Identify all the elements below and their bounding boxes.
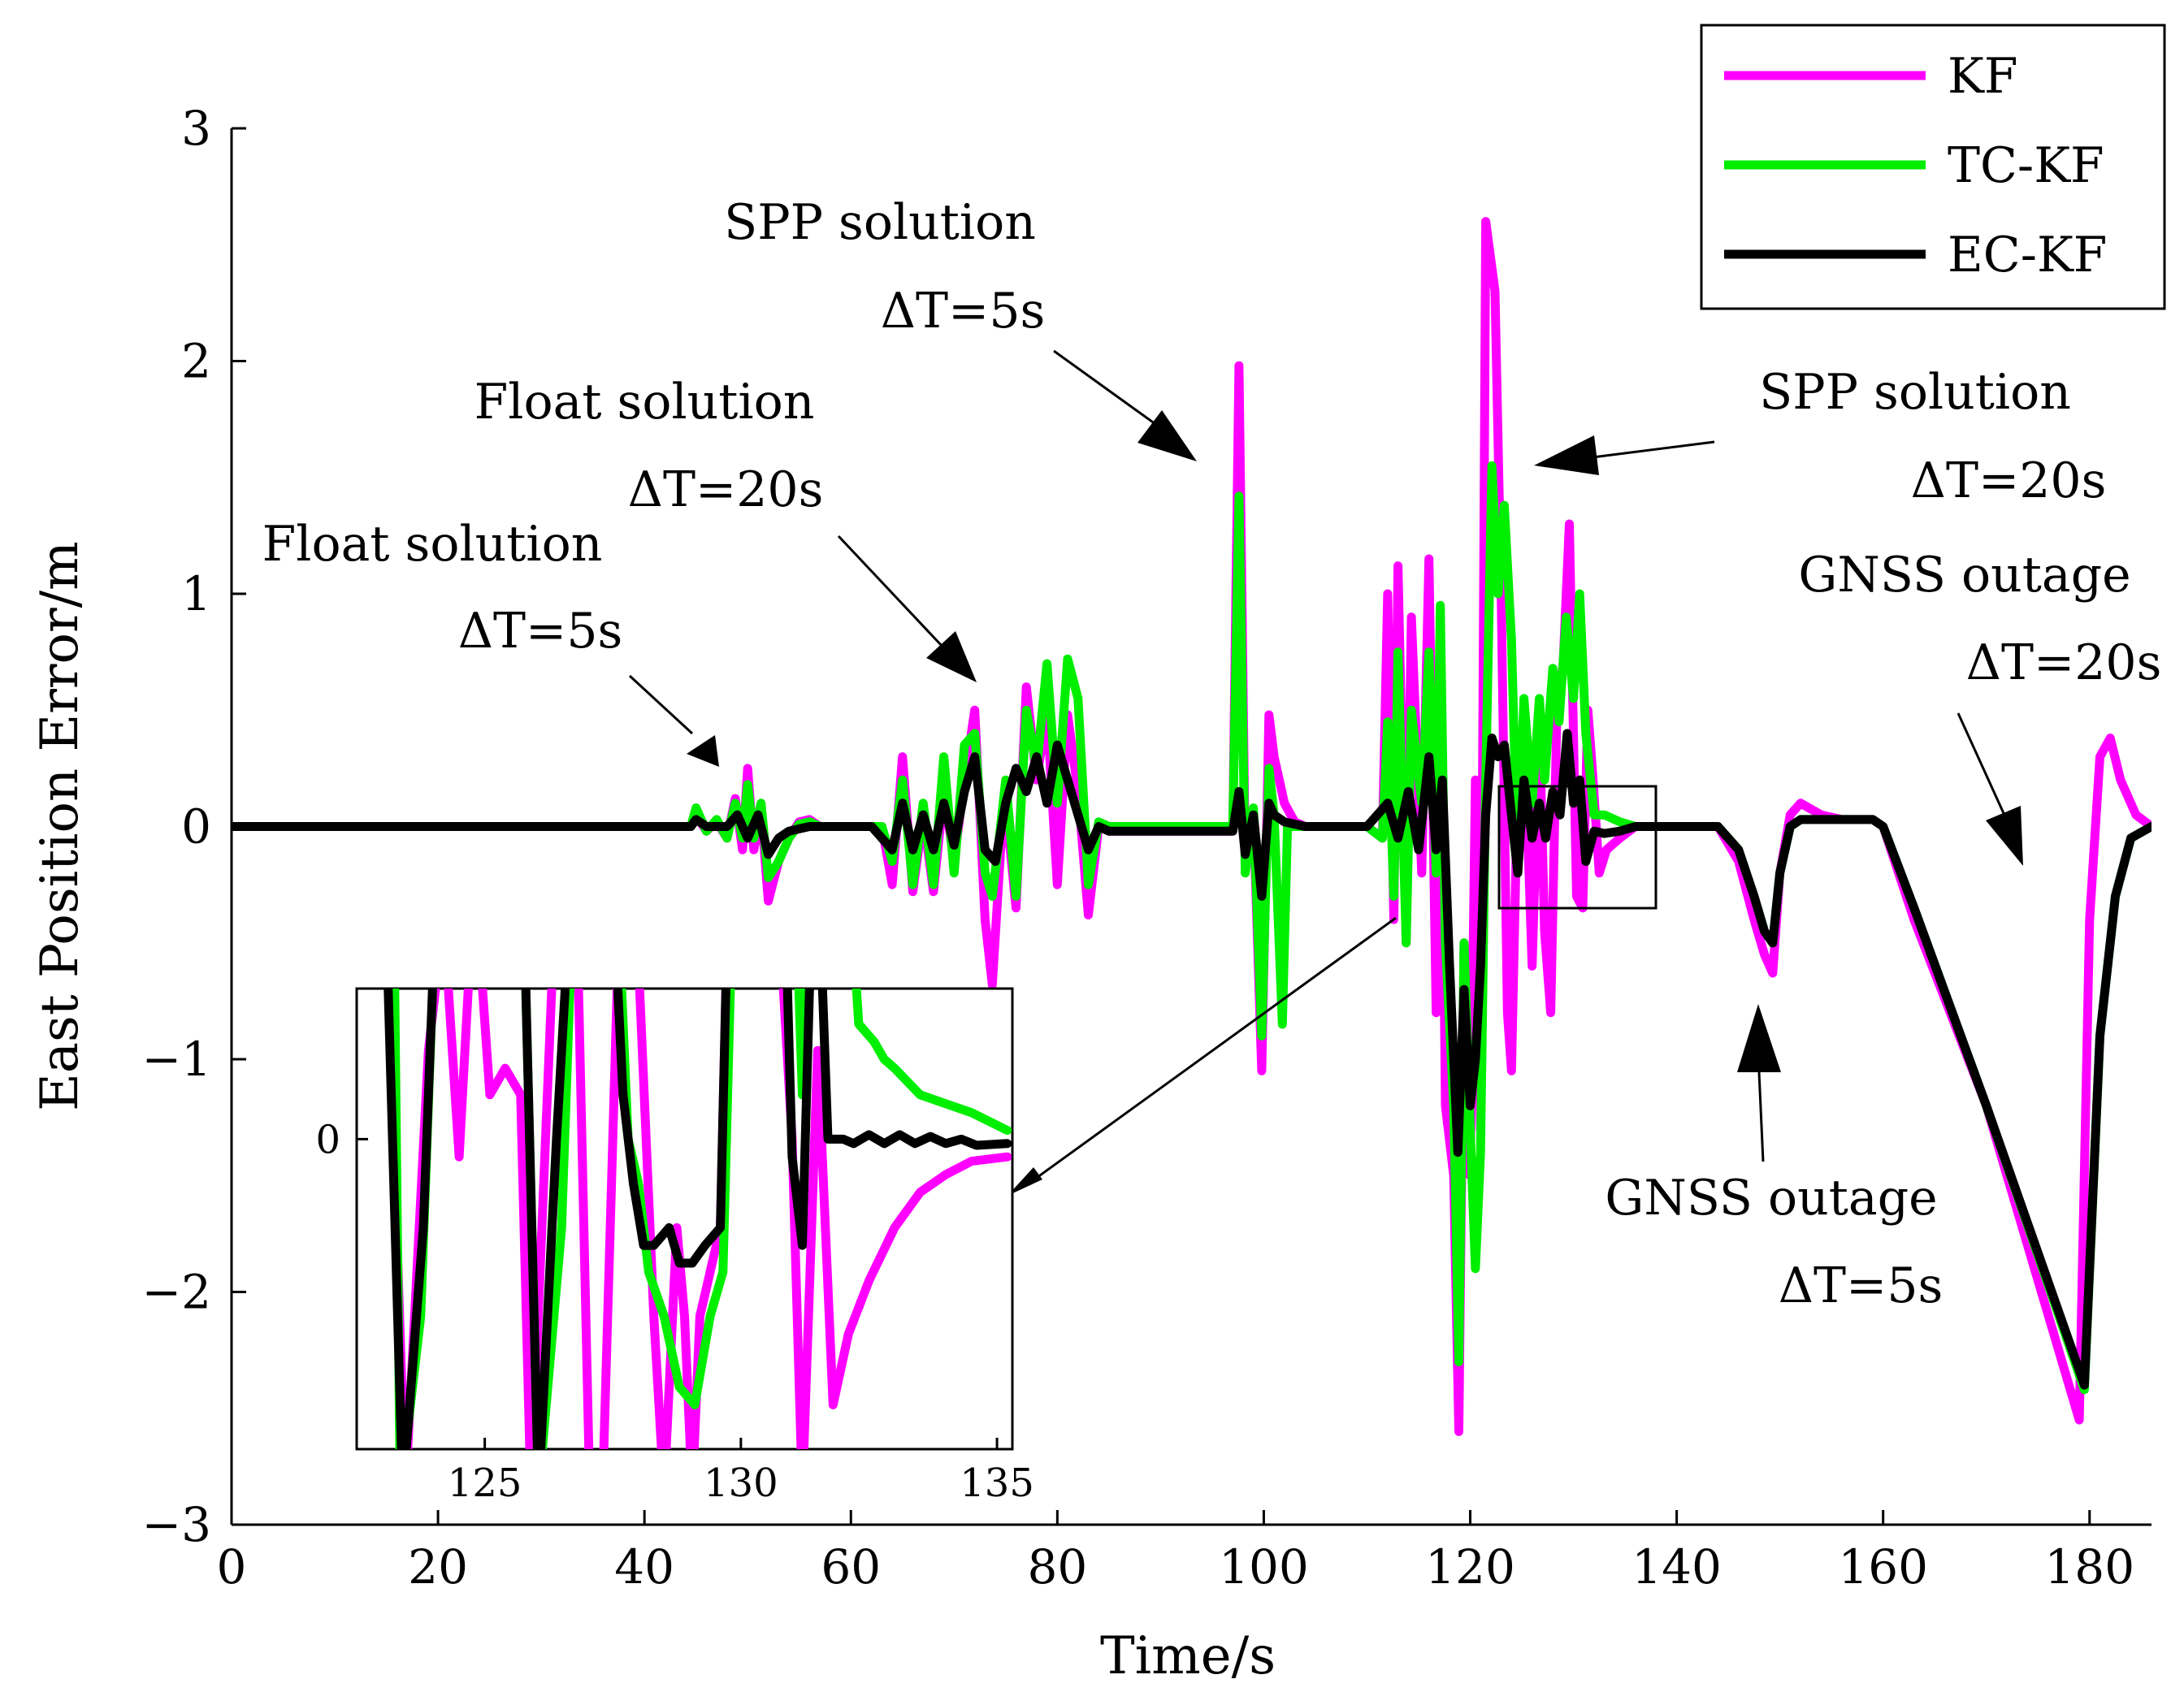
annotation-spp-20s-arrow-shaft (1592, 440, 1715, 459)
legend-items: KF TC-KF EC-KF (1724, 48, 2107, 283)
annotation-float-20s-line2: ΔT=20s (628, 461, 824, 518)
x-tick-label: 0 (217, 1539, 247, 1595)
annotation-outage-20s-arrowhead (1986, 806, 2023, 866)
y-tick-label: −3 (142, 1497, 212, 1552)
inset-series-line-tc-kf (390, 989, 1012, 1449)
annotation-outage-5s-line2: ΔT=5s (1779, 1257, 1944, 1314)
annotation-spp-20s: SPP solution ΔT=20s (1534, 364, 2106, 509)
zoom-connector (1025, 916, 1397, 1188)
annotation-float-5s-arrow-shaft (628, 674, 694, 735)
annotation-spp-5s: SPP solution ΔT=5s (724, 194, 1197, 461)
x-tick-label: 140 (1632, 1539, 1722, 1595)
y-tick-label: −2 (142, 1265, 212, 1320)
x-tick-label: 40 (614, 1539, 674, 1595)
y-tick-label: 1 (181, 566, 211, 621)
annotation-spp-5s-arrowhead (1138, 410, 1197, 461)
annotation-spp-20s-line1: SPP solution (1759, 364, 2071, 421)
inset-series-line-kf (384, 989, 1012, 1449)
annotation-outage-20s-arrow-shaft (1956, 712, 2008, 821)
annotations: Float solution ΔT=5s Float solution ΔT=2… (262, 194, 2162, 1314)
x-tick-label: 100 (1219, 1539, 1309, 1595)
inset-plot-area (384, 989, 1012, 1449)
y-tick-label: 2 (181, 334, 211, 389)
inset-series-line-ec-kf (384, 989, 1012, 1449)
annotation-outage-5s-line1: GNSS outage (1605, 1170, 1937, 1227)
x-tick-label: 160 (1838, 1539, 1928, 1595)
zoom-box (1497, 785, 1658, 910)
legend-label-tc-kf: TC-KF (1948, 137, 2104, 194)
series-line-ec-kf (232, 729, 2152, 1390)
x-tick-label: 20 (408, 1539, 468, 1595)
x-tick-label: 180 (2044, 1539, 2134, 1595)
main-axes: 0 20 40 60 80 100 120 140 160 180 −3 −2 −1 0 1 2 3 Time/… (30, 101, 2152, 1686)
x-tick-label: 120 (1425, 1539, 1515, 1595)
annotation-outage-20s-line1: GNSS outage (1798, 547, 2130, 604)
legend-label-kf: KF (1948, 48, 2017, 105)
annotation-float-20s-arrow-shaft (837, 534, 944, 648)
y-tick-label: −1 (142, 1032, 212, 1087)
inset-x-tick-label: 130 (704, 1461, 778, 1506)
annotation-outage-5s-arrowhead (1737, 1004, 1781, 1072)
x-axis-title: Time/s (1100, 1626, 1276, 1686)
inset-x-tick-label: 125 (448, 1461, 522, 1506)
main-ticks: 0 20 40 60 80 100 120 140 160 180 −3 −2 −1 0 1 2 3 (142, 101, 2135, 1595)
x-tick-label: 60 (821, 1539, 881, 1595)
legend: KF TC-KF EC-KF (1700, 24, 2166, 310)
annotation-spp-5s-line1: SPP solution (724, 194, 1036, 251)
annotation-float-5s-line1: Float solution (262, 516, 603, 573)
main-plot-area (232, 217, 2152, 1436)
inset-y-tick-label: 0 (315, 1117, 340, 1162)
y-tick-label: 0 (181, 799, 211, 855)
annotation-outage-5s: GNSS outage ΔT=5s (1605, 1004, 1943, 1314)
annotation-float-5s: Float solution ΔT=5s (262, 516, 719, 767)
annotation-float-5s-arrowhead (687, 735, 719, 767)
annotation-float-5s-line2: ΔT=5s (458, 603, 623, 660)
y-tick-label: 3 (181, 101, 211, 156)
annotation-outage-5s-arrow-shaft (1757, 1071, 1765, 1162)
annotation-float-20s: Float solution ΔT=20s (474, 374, 977, 682)
legend-label-ec-kf: EC-KF (1948, 227, 2107, 283)
x-tick-label: 80 (1027, 1539, 1087, 1595)
y-axis-title: East Position Error/m (30, 541, 90, 1111)
zoom-connector-arrowhead (1008, 1167, 1042, 1196)
inset-x-tick-label: 135 (960, 1461, 1034, 1506)
annotation-spp-20s-line2: ΔT=20s (1911, 452, 2107, 509)
annotation-float-20s-arrowhead (926, 631, 977, 682)
annotation-outage-20s-line2: ΔT=20s (1966, 634, 2162, 691)
annotation-spp-5s-arrow-shaft (1053, 349, 1156, 426)
inset-ticks: 125 130 135 0 (315, 1117, 1034, 1506)
annotation-spp-20s-arrowhead (1534, 435, 1599, 475)
annotation-outage-20s: GNSS outage ΔT=20s (1798, 547, 2161, 866)
annotation-float-20s-line1: Float solution (474, 374, 815, 431)
annotation-spp-5s-line2: ΔT=5s (881, 283, 1046, 340)
inset-axes: 125 130 135 0 (315, 987, 1034, 1506)
